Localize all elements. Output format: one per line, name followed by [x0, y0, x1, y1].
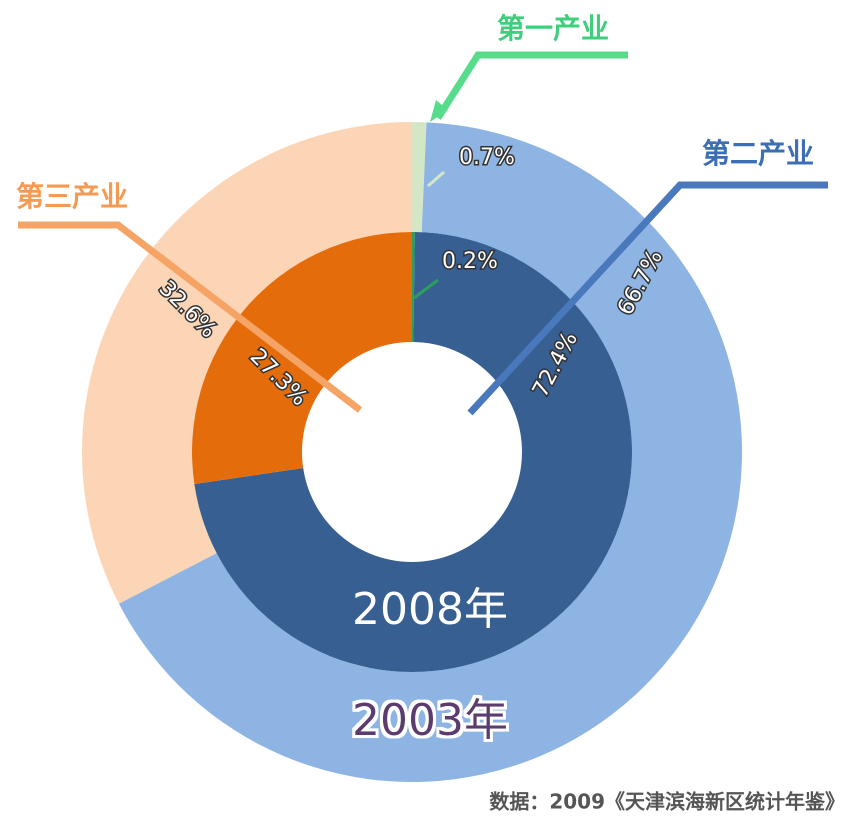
leader-line [435, 51, 628, 120]
leader-line [467, 181, 828, 416]
value-label: 0.7% [459, 145, 515, 170]
leader-line [413, 278, 439, 300]
arrow-head [430, 100, 448, 122]
leader-line [427, 170, 445, 188]
series-label: 2003年 [352, 695, 508, 746]
ring-segment [194, 232, 633, 673]
ring-segment [82, 122, 412, 604]
value-label: 0.2% [442, 249, 498, 274]
ring-segment [191, 231, 412, 485]
ring-segment [412, 122, 427, 233]
leader-line [18, 221, 363, 413]
category-label: 第三产业 [16, 180, 128, 213]
category-label: 第二产业 [702, 137, 814, 170]
source-note: 数据：2009《天津滨海新区统计年鉴》 [489, 790, 845, 814]
category-label: 第一产业 [497, 12, 609, 45]
leaders [18, 51, 828, 416]
ring-segment [412, 232, 415, 343]
series-label: 2008年 [352, 584, 508, 635]
